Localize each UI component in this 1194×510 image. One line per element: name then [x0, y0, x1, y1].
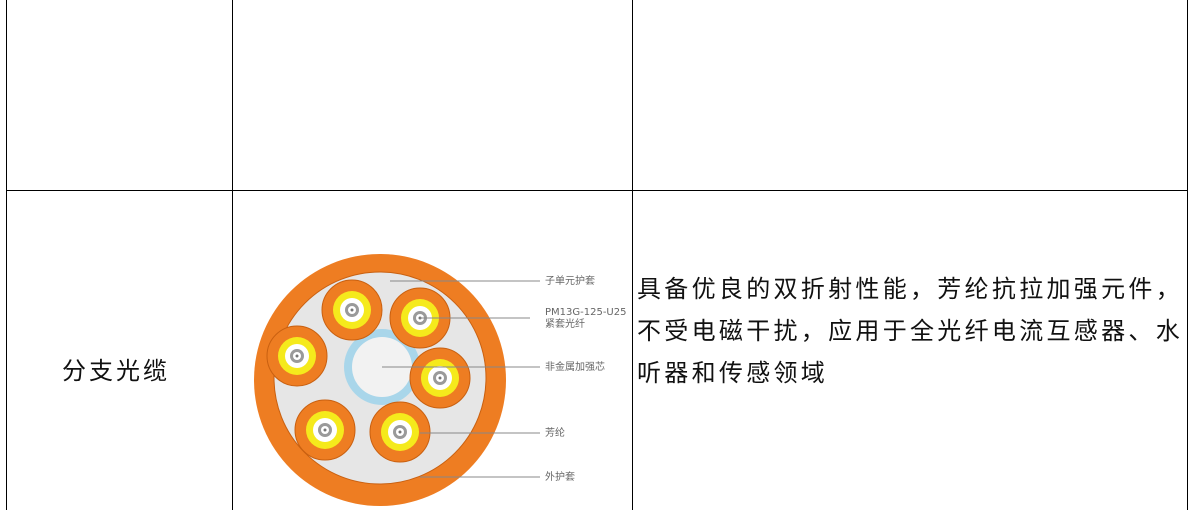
cable-diagram: 子单元护套 PM13G-125-U25 紧套光纤 非金属加强芯 芳纶 外护套: [254, 254, 626, 506]
border: [1187, 0, 1188, 510]
border: [232, 0, 233, 510]
subunit: [438, 376, 442, 380]
diagram-label: 子单元护套: [545, 274, 595, 287]
diagram-label: 芳纶: [545, 426, 565, 439]
subunit: [323, 428, 327, 432]
border: [6, 0, 7, 510]
row-label: 分支光缆: [62, 357, 170, 385]
diagram-label: 非金属加强芯: [545, 360, 605, 373]
border: [6, 190, 1188, 191]
diagram-label: 外护套: [545, 470, 575, 483]
diagram-label: 紧套光纤: [545, 317, 585, 330]
subunit: [350, 308, 354, 312]
subunit: [398, 430, 402, 434]
diagram-label: PM13G-125-U25: [545, 307, 626, 318]
subunit: [295, 354, 299, 358]
description: 具备优良的双折射性能，芳纶抗拉加强元件，不受电磁干扰，应用于全光纤电流互感器、水…: [637, 275, 1183, 387]
border: [632, 0, 633, 510]
leader-lines: [382, 280, 540, 478]
